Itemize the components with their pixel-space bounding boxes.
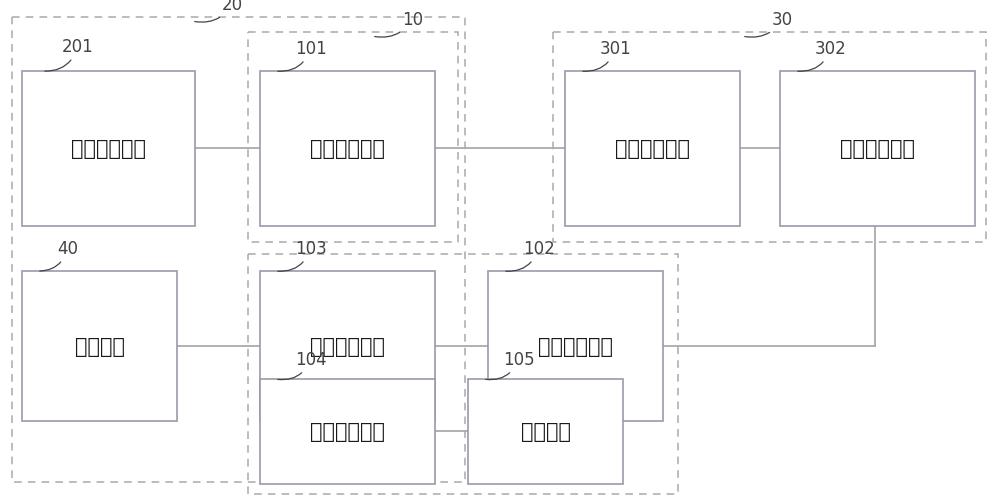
Bar — [565, 72, 740, 226]
Text: 10: 10 — [375, 11, 423, 38]
Text: 301: 301 — [583, 40, 632, 72]
Text: 显示模块: 显示模块 — [520, 422, 570, 441]
Bar — [780, 72, 975, 226]
Text: 302: 302 — [798, 40, 847, 72]
Text: 20: 20 — [195, 0, 243, 23]
Bar — [260, 72, 435, 226]
Bar — [248, 255, 678, 494]
Text: 102: 102 — [506, 239, 555, 272]
Text: 201: 201 — [45, 38, 94, 72]
Text: 云服务器: 云服务器 — [74, 336, 124, 356]
Bar — [488, 272, 663, 421]
Text: 103: 103 — [278, 239, 327, 272]
Text: 第一车载电池: 第一车载电池 — [71, 139, 146, 159]
Text: 104: 104 — [278, 350, 327, 380]
Bar — [553, 33, 986, 242]
Bar — [12, 18, 465, 482]
Bar — [22, 272, 177, 421]
Text: 101: 101 — [278, 40, 327, 72]
Text: 电能传输模块: 电能传输模块 — [310, 139, 385, 159]
Text: 电池监控模块: 电池监控模块 — [310, 422, 385, 441]
Text: 第二车载电池: 第二车载电池 — [615, 139, 690, 159]
Text: 无线通信模块: 无线通信模块 — [310, 336, 385, 356]
Bar — [468, 379, 623, 484]
Text: 40: 40 — [40, 239, 78, 272]
Text: 30: 30 — [745, 11, 793, 38]
Text: 通信接收模块: 通信接收模块 — [538, 336, 613, 356]
Bar — [260, 379, 435, 484]
Text: 105: 105 — [486, 350, 535, 380]
Text: 电池管理模块: 电池管理模块 — [840, 139, 915, 159]
Bar — [22, 72, 195, 226]
Bar — [248, 33, 458, 242]
Bar — [260, 272, 435, 421]
